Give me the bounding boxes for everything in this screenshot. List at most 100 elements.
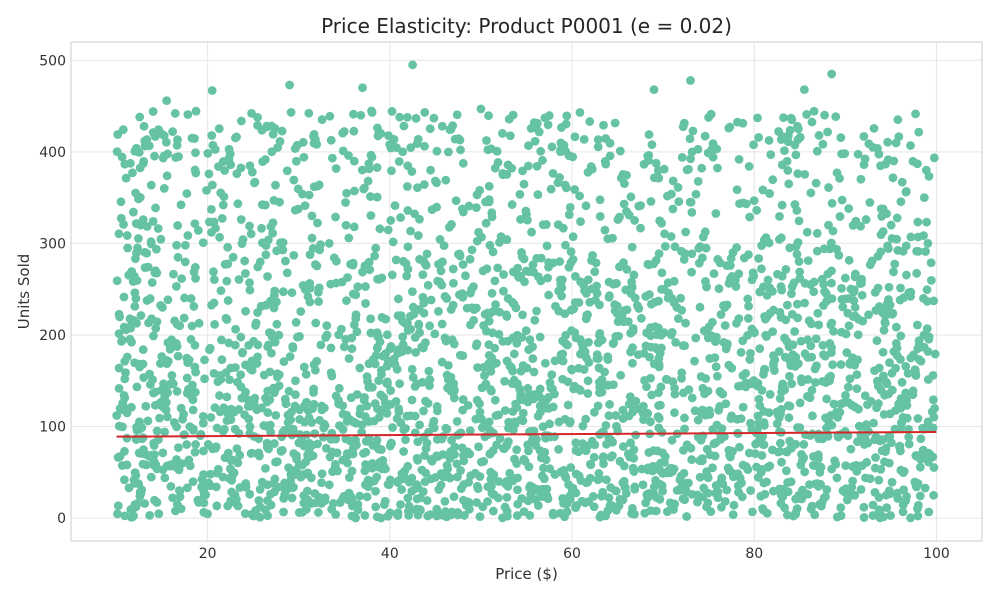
data-point (860, 154, 870, 164)
data-point (458, 395, 468, 404)
data-point (359, 448, 368, 458)
data-point (338, 128, 348, 138)
data-point (487, 212, 497, 222)
data-point (651, 158, 661, 168)
data-point (512, 511, 522, 520)
data-point (314, 283, 324, 293)
data-point (543, 273, 553, 283)
data-point (144, 141, 154, 151)
data-point (253, 112, 262, 122)
data-point (727, 363, 737, 373)
data-point (266, 427, 276, 437)
data-point (581, 446, 591, 456)
data-point (826, 238, 836, 248)
data-point (182, 189, 192, 198)
data-point (484, 417, 494, 427)
data-point (188, 477, 198, 486)
data-point (206, 469, 215, 479)
data-point (131, 188, 141, 198)
data-point (853, 330, 863, 340)
data-point (425, 321, 435, 331)
data-point (349, 156, 359, 166)
data-point (398, 332, 408, 342)
data-point (362, 372, 372, 382)
x-tick-label: 20 (199, 546, 217, 562)
data-point (758, 504, 768, 513)
data-point (860, 391, 870, 401)
data-point (500, 502, 510, 512)
data-point (660, 457, 669, 467)
data-point (352, 390, 362, 399)
data-point (650, 343, 660, 352)
data-point (474, 442, 483, 452)
data-point (207, 180, 217, 190)
data-point (923, 238, 933, 248)
data-point (491, 411, 501, 421)
data-point (415, 504, 425, 514)
data-point (341, 434, 351, 444)
data-point (533, 190, 543, 200)
data-point (735, 442, 744, 452)
data-point (913, 320, 922, 330)
data-point (366, 150, 376, 160)
data-point (257, 223, 266, 233)
data-point (331, 510, 341, 519)
data-point (802, 391, 812, 401)
data-point (251, 320, 260, 330)
data-point (929, 153, 939, 163)
data-point (261, 250, 271, 260)
data-point (225, 149, 235, 159)
data-point (132, 276, 142, 285)
data-point (449, 393, 459, 403)
data-point (458, 158, 468, 168)
data-point (124, 483, 134, 493)
data-point (238, 235, 248, 244)
data-point (191, 148, 200, 158)
data-point (587, 436, 597, 446)
data-point (452, 110, 462, 120)
data-point (720, 321, 730, 330)
data-point (578, 421, 588, 431)
data-point (691, 333, 701, 343)
data-point (815, 467, 825, 477)
data-point (331, 459, 340, 469)
data-point (832, 512, 842, 522)
data-point (795, 398, 805, 408)
data-point (529, 267, 538, 277)
data-point (528, 354, 538, 363)
data-point (440, 333, 450, 343)
data-point (132, 382, 142, 392)
data-point (566, 247, 576, 257)
data-point (449, 278, 458, 288)
data-point (783, 401, 793, 411)
data-point (503, 293, 513, 303)
data-point (548, 168, 558, 178)
data-point (386, 216, 396, 225)
data-point (608, 233, 617, 243)
data-point (415, 254, 424, 264)
data-point (256, 301, 266, 311)
data-point (877, 446, 887, 456)
data-point (484, 181, 494, 191)
data-point (270, 286, 280, 296)
data-point (835, 173, 844, 183)
data-point (191, 168, 201, 178)
data-point (161, 405, 171, 415)
data-point (155, 413, 164, 423)
data-point (800, 169, 810, 179)
data-point (317, 469, 327, 479)
data-point (924, 507, 934, 517)
data-point (884, 458, 894, 468)
data-point (177, 459, 187, 469)
data-point (395, 379, 405, 389)
data-point (315, 245, 325, 255)
data-point (518, 166, 527, 176)
data-point (470, 468, 480, 478)
data-point (583, 310, 592, 320)
data-point (643, 409, 653, 418)
data-point (654, 401, 663, 410)
data-point (791, 509, 801, 519)
data-point (876, 161, 885, 171)
data-point (432, 406, 442, 416)
